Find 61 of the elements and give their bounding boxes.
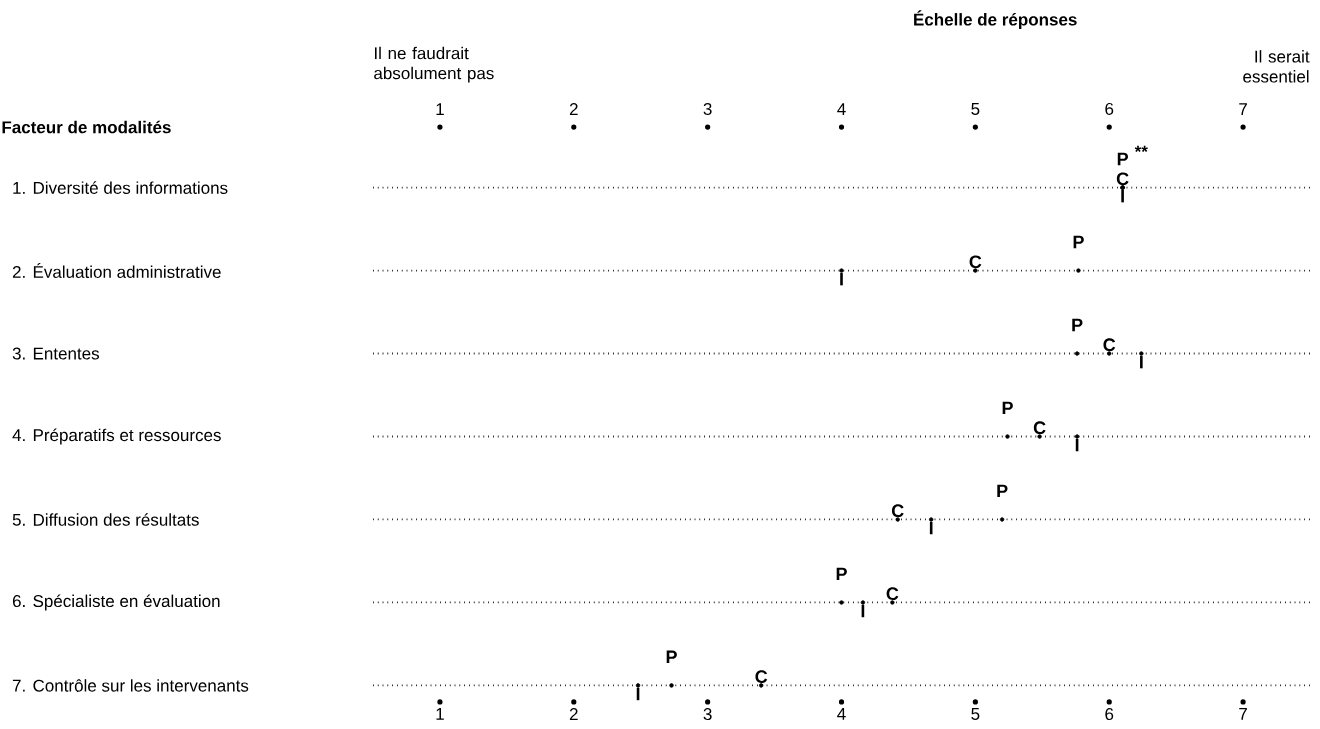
text: C <box>1116 172 1129 186</box>
y-axis-title: Facteur de modalités <box>2 120 171 134</box>
x2-tick-label: 4 <box>837 103 846 115</box>
x-tick-label: 6 <box>1105 708 1114 721</box>
chart-title: Échelle de réponses <box>914 10 1077 29</box>
text: C <box>1033 421 1046 435</box>
x2-tick-label: 3 <box>703 102 712 115</box>
x-tick-label: 2 <box>569 708 578 720</box>
text: P <box>1073 235 1084 249</box>
text: C <box>891 504 904 518</box>
text: C <box>1103 338 1116 352</box>
series-label: C <box>969 255 982 269</box>
point <box>999 517 1005 522</box>
point <box>839 268 844 273</box>
text: P <box>666 650 677 664</box>
y-tick-label: 5. Diffusion des résultats <box>12 513 199 526</box>
text: Il ne faudrait absolument pas <box>374 46 494 83</box>
y-tick-label: 2. Évaluation administrative <box>12 263 221 278</box>
point <box>1074 351 1080 356</box>
x-tick-label: 5 <box>971 708 980 720</box>
x-tick-label: 7 <box>1239 708 1247 720</box>
point <box>1139 351 1144 356</box>
series-label: I <box>929 521 933 535</box>
annotation: ** <box>1134 145 1148 153</box>
text: I <box>1121 189 1124 203</box>
point <box>758 683 764 688</box>
y-tick-label: 1. Diversité des informations <box>13 181 228 194</box>
x-tick-label: 3 <box>703 708 712 721</box>
y-tick-label: 3. Ententes <box>12 347 100 360</box>
point <box>895 517 900 522</box>
point <box>1005 434 1010 439</box>
point <box>928 517 934 522</box>
text: C <box>886 587 899 601</box>
x2-tick-label: 6 <box>1105 102 1114 115</box>
y-tick-label: 6. Spécialiste en évaluation <box>12 594 220 611</box>
point <box>1037 434 1042 439</box>
x2-tick-label: 5 <box>971 103 980 115</box>
text: P <box>1072 318 1083 332</box>
x-tick-label: 1 <box>436 708 444 720</box>
text: P <box>997 484 1008 498</box>
x2-tick-label: 7 <box>1239 103 1247 115</box>
text: C <box>755 670 768 684</box>
text: I <box>861 604 865 618</box>
y-tick-label: 4. Préparatifs et ressources <box>12 428 221 445</box>
x2-tick-label: 2 <box>569 103 578 115</box>
text: P <box>836 567 847 581</box>
point <box>890 600 895 605</box>
text: I <box>840 272 843 286</box>
text: P <box>1002 401 1013 415</box>
y-tick-label: 7. Contrôle sur les intervenants <box>12 679 249 692</box>
series-label: P <box>1117 152 1128 166</box>
x2-tick-label: 1 <box>436 103 444 115</box>
text: Il serait essentiel <box>1243 50 1310 83</box>
text: I <box>1075 438 1079 452</box>
text: I <box>636 687 640 701</box>
x-tick-label: 4 <box>837 708 846 720</box>
text: I <box>1140 355 1143 369</box>
point <box>839 600 844 605</box>
point <box>669 683 674 688</box>
point <box>1074 434 1080 439</box>
point <box>1076 268 1081 273</box>
